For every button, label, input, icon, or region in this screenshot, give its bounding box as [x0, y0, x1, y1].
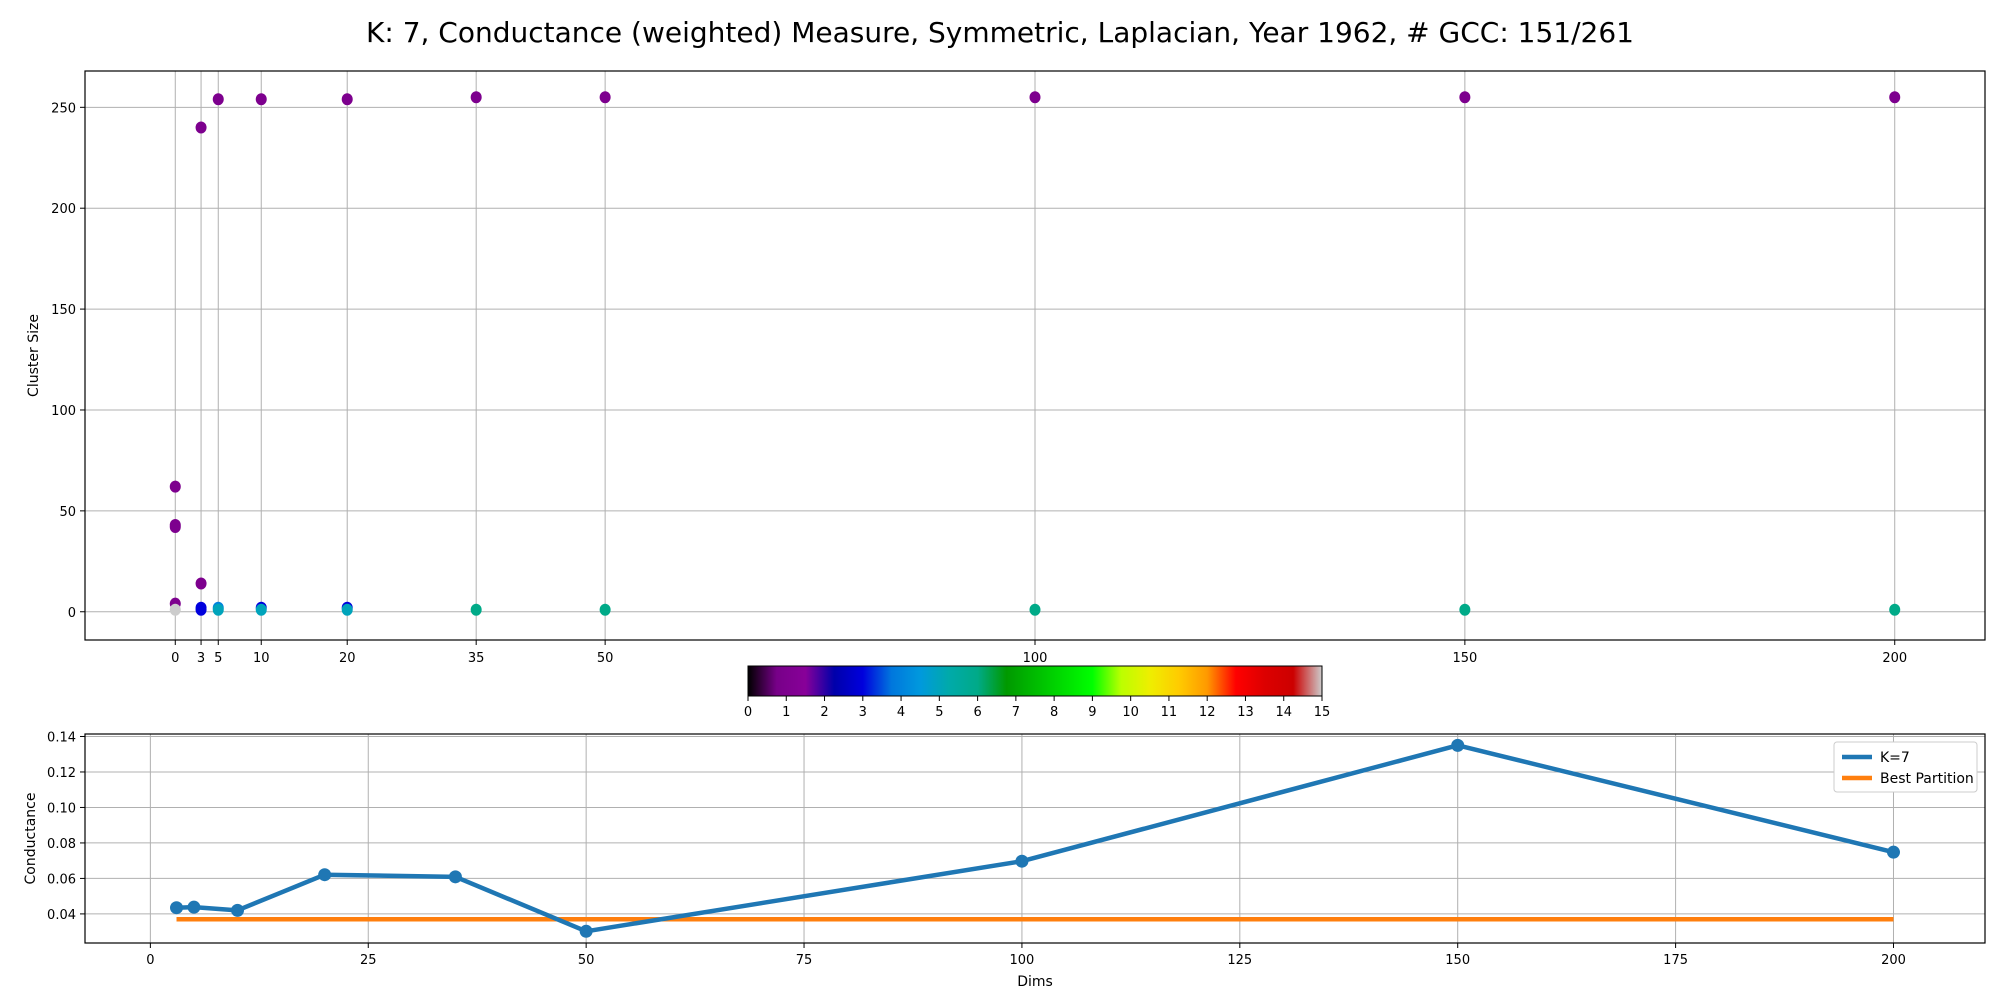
legend-label: Best Partition [1880, 771, 1974, 787]
chart-title: K: 7, Conductance (weighted) Measure, Sy… [366, 16, 1634, 49]
scatter-point [255, 603, 267, 616]
y-tick-label: 0.06 [47, 872, 76, 887]
x-tick-label: 50 [578, 953, 595, 968]
x-tick-label: 100 [1023, 651, 1048, 666]
colorbar-tick-label: 2 [820, 705, 828, 720]
k7-series-point [1886, 845, 1900, 859]
scatter-point [341, 93, 353, 106]
scatter-point [470, 603, 482, 616]
scatter-point [169, 521, 181, 534]
colorbar-tick-label: 4 [897, 705, 905, 720]
k7-series-point [187, 900, 201, 914]
x-tick-label: 200 [1881, 953, 1906, 968]
conductance-line-panel: 0 25 50 75 100 125 150 175 200 0.04 0.06 0.08 0.10 0.… [23, 730, 1986, 990]
colorbar-tick-label: 11 [1161, 705, 1178, 720]
x-tick-label: 50 [597, 651, 614, 666]
colorbar-tick-label: 9 [1088, 705, 1096, 720]
x-axis-label: Dims [1017, 974, 1053, 990]
k7-series-point [231, 903, 245, 917]
colorbar-tick-label: 14 [1275, 705, 1292, 720]
colorbar-tick-label: 13 [1237, 705, 1254, 720]
y-tick-label: 250 [51, 101, 76, 116]
y-tick-label: 0.12 [47, 766, 76, 781]
x-tick-label: 175 [1663, 953, 1688, 968]
scatter-point [599, 91, 611, 104]
colorbar-panel: 0 1 2 3 4 5 6 7 8 9 10 11 12 13 14 15 [744, 665, 1331, 720]
scatter-point [341, 603, 353, 616]
colorbar-tick-label: 5 [935, 705, 943, 720]
legend-label: K=7 [1880, 750, 1910, 766]
k7-series-point [448, 870, 462, 884]
y-axis-label: Cluster Size [26, 314, 42, 397]
colorbar-tick-label: 3 [859, 705, 867, 720]
colorbar-tick-label: 6 [973, 705, 981, 720]
scatter-point [1029, 91, 1041, 104]
scatter-point [169, 603, 181, 616]
y-tick-label: 200 [51, 202, 76, 217]
x-tick-label: 150 [1452, 651, 1477, 666]
colorbar-tick-label: 7 [1012, 705, 1020, 720]
scatter-point [212, 603, 224, 616]
k7-series-point [579, 924, 593, 938]
scatter-point [599, 603, 611, 616]
x-tick-label: 75 [796, 953, 813, 968]
y-axis-label: Conductance [23, 793, 39, 885]
k7-series-point [170, 901, 184, 915]
scatter-point [1889, 91, 1901, 104]
scatter-point [1459, 603, 1471, 616]
y-tick-label: 150 [51, 303, 76, 318]
scatter-point [195, 121, 207, 134]
x-tick-label: 125 [1227, 953, 1252, 968]
k7-series-line [176, 743, 1895, 934]
x-tick-label: 35 [468, 651, 485, 666]
colorbar-tick-label: 8 [1050, 705, 1058, 720]
colorbar-tick-label: 0 [744, 705, 752, 720]
x-tick-label: 200 [1882, 651, 1907, 666]
cluster-size-scatter-panel: 0 3 5 10 20 35 50 100 150 200 0 50 100 150 200 250 Clust… [26, 70, 1986, 666]
y-tick-label: 100 [51, 404, 76, 419]
colorbar-tick-label: 10 [1122, 705, 1139, 720]
y-tick-label: 0.14 [47, 730, 76, 745]
x-tick-label: 0 [171, 651, 179, 666]
x-tick-label: 10 [253, 651, 270, 666]
x-tick-label: 3 [197, 651, 205, 666]
scatter-axes-frame [84, 70, 1986, 641]
y-tick-label: 0.08 [47, 837, 76, 852]
scatter-point [195, 603, 207, 616]
x-tick-label: 150 [1445, 953, 1470, 968]
scatter-point [195, 577, 207, 590]
k7-series-point [1015, 854, 1029, 868]
x-tick-label: 25 [360, 953, 377, 968]
y-tick-label: 0.04 [47, 908, 76, 923]
y-tick-label: 0.10 [47, 801, 76, 816]
scatter-point [470, 91, 482, 104]
colorbar-tick-label: 12 [1199, 705, 1216, 720]
scatter-point [255, 93, 267, 106]
scatter-point [1889, 603, 1901, 616]
scatter-point [169, 480, 181, 493]
colorbar-tick-label: 15 [1314, 705, 1331, 720]
colorbar [747, 665, 1323, 697]
k7-series-point [318, 868, 332, 882]
scatter-point [212, 93, 224, 106]
y-tick-label: 50 [59, 505, 76, 520]
line-axes-frame [84, 733, 1986, 944]
x-tick-label: 20 [339, 651, 356, 666]
x-tick-label: 5 [214, 651, 222, 666]
x-tick-label: 0 [146, 953, 154, 968]
x-tick-label: 100 [1010, 953, 1035, 968]
y-tick-label: 0 [68, 606, 76, 621]
colorbar-tick-label: 1 [782, 705, 790, 720]
scatter-point [1459, 91, 1471, 104]
scatter-point [1029, 603, 1041, 616]
k7-series-point [1451, 738, 1465, 752]
